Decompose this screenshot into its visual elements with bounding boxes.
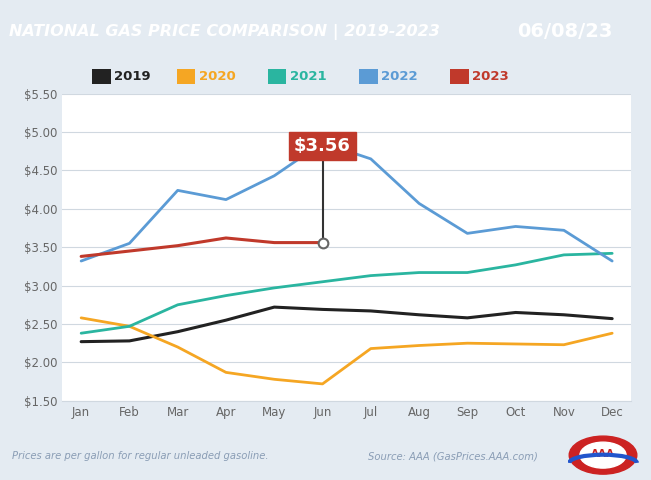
Text: 2021: 2021 bbox=[290, 70, 326, 83]
Text: Prices are per gallon for regular unleaded gasoline.: Prices are per gallon for regular unlead… bbox=[12, 451, 268, 461]
Bar bbox=[92, 69, 111, 84]
Bar bbox=[359, 69, 378, 84]
Text: 06/08/23: 06/08/23 bbox=[517, 22, 613, 41]
Text: 2020: 2020 bbox=[199, 70, 235, 83]
Circle shape bbox=[580, 442, 626, 468]
Bar bbox=[177, 69, 195, 84]
Text: 2022: 2022 bbox=[381, 70, 417, 83]
Bar bbox=[268, 69, 286, 84]
Text: 2019: 2019 bbox=[114, 70, 150, 83]
Text: $3.56: $3.56 bbox=[294, 137, 351, 155]
Bar bbox=[450, 69, 469, 84]
Text: NATIONAL GAS PRICE COMPARISON | 2019-2023: NATIONAL GAS PRICE COMPARISON | 2019-202… bbox=[8, 24, 439, 40]
Text: AAA: AAA bbox=[591, 449, 615, 459]
Text: 2023: 2023 bbox=[472, 70, 508, 83]
Text: Source: AAA (GasPrices.AAA.com): Source: AAA (GasPrices.AAA.com) bbox=[368, 451, 538, 461]
Circle shape bbox=[569, 436, 637, 474]
